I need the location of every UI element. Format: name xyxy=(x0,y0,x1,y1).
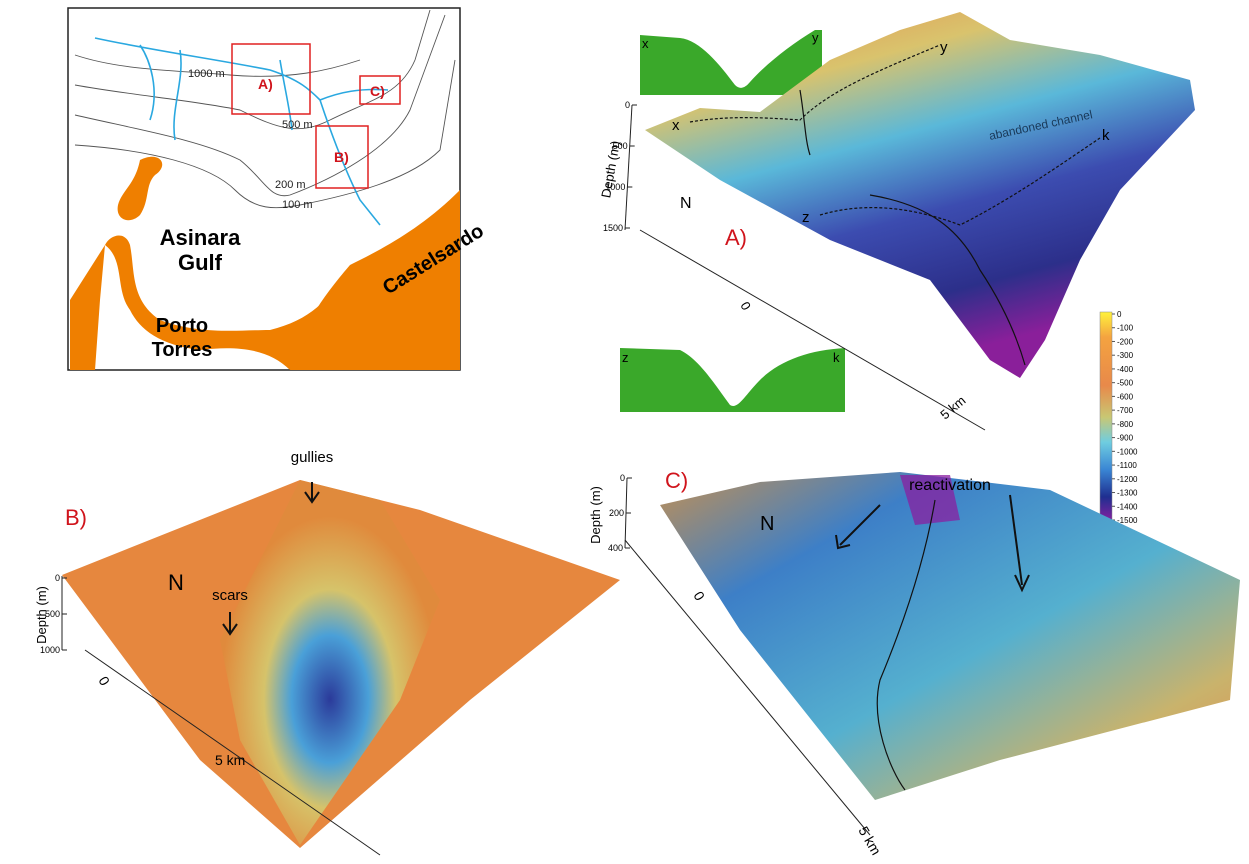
gulf-label: Gulf xyxy=(178,250,223,275)
box-label: A) xyxy=(258,76,273,92)
colorbar-label: -1100 xyxy=(1117,461,1137,470)
colorbar-label: -800 xyxy=(1117,420,1134,429)
profile-label: k xyxy=(833,350,840,365)
track-label: x xyxy=(672,117,680,134)
panel-c: reactivation C) Depth (m) N 0 5 km xyxy=(588,468,1240,858)
colorbar-label: -600 xyxy=(1117,392,1134,401)
colorbar-label: -400 xyxy=(1117,365,1134,374)
depth-tick-label: 1500 xyxy=(603,223,623,233)
track-label: y xyxy=(940,39,948,56)
colorbar-label: -500 xyxy=(1117,379,1134,388)
panel-b: gullies scars B) Depth (m) N 0 5 km xyxy=(34,449,620,855)
depth-tick-label: 0 xyxy=(620,473,625,483)
box-label: B) xyxy=(334,149,349,165)
profile-label: x xyxy=(642,36,649,51)
annotation: scars xyxy=(212,587,248,604)
box-label: C) xyxy=(370,83,385,99)
colorbar-label: -1300 xyxy=(1117,489,1138,498)
colorbar-ramp xyxy=(1100,312,1112,522)
north-arrow: N xyxy=(760,513,774,535)
depth-axis xyxy=(625,105,632,230)
depth-tick-label: 0 xyxy=(55,573,60,583)
depth-tick-label: 0 xyxy=(625,100,630,110)
x-tick-label: 0 xyxy=(690,589,708,604)
panel-label: A) xyxy=(725,225,747,250)
track-label: k xyxy=(1102,127,1110,144)
colorbar-label: -900 xyxy=(1117,434,1134,443)
profile-bottom xyxy=(620,348,845,412)
colorbar-label: -1400 xyxy=(1117,502,1138,511)
profile-label: z xyxy=(622,350,629,365)
colorbar-label: -1200 xyxy=(1117,475,1138,484)
depth-tick-label: 500 xyxy=(613,141,628,151)
contour-label: 1000 m xyxy=(188,68,225,80)
annotation: reactivation xyxy=(909,477,991,494)
terrain-a xyxy=(645,12,1195,378)
contour-label: 200 m xyxy=(275,179,306,191)
colorbar-label: -700 xyxy=(1117,406,1134,415)
north-arrow: N xyxy=(680,195,692,212)
depth-tick-label: 1000 xyxy=(605,182,625,192)
x-tick-label: 5 km xyxy=(215,752,245,768)
panel-label: C) xyxy=(665,468,688,493)
location-map: 1000 m 500 m 200 m 100 m A) B) C) Asinar… xyxy=(68,8,488,370)
gulf-label: Asinara xyxy=(160,225,241,250)
depth-tick-label: 400 xyxy=(608,543,623,553)
terrain-c xyxy=(660,472,1240,800)
colorbar-label: -1000 xyxy=(1117,447,1138,456)
panel-label: B) xyxy=(65,505,87,530)
colorbar-label: -200 xyxy=(1117,337,1134,346)
colorbar: 0 -100 -200 -300 -400 -500 -600 -700 -800 -900 -10… xyxy=(1100,310,1138,525)
depth-tick-label: 500 xyxy=(45,609,60,619)
x-tick-label: 0 xyxy=(737,299,754,313)
figure: 1000 m 500 m 200 m 100 m A) B) C) Asinar… xyxy=(0,0,1249,859)
x-tick-label: 0 xyxy=(95,674,113,689)
contour-label: 100 m xyxy=(282,199,313,211)
x-tick-label: 5 km xyxy=(855,824,884,858)
axis-title: Depth (m) xyxy=(588,486,603,544)
town-label: Torres xyxy=(152,339,213,361)
profile-top xyxy=(640,30,822,95)
depth-tick-label: 1000 xyxy=(40,645,60,655)
track-label: z xyxy=(802,209,810,226)
profile-label: y xyxy=(812,30,819,45)
north-arrow: N xyxy=(168,570,184,595)
colorbar-label: -100 xyxy=(1117,324,1134,333)
annotation: gullies xyxy=(291,449,334,466)
contour-label: 500 m xyxy=(282,119,313,131)
colorbar-label: -300 xyxy=(1117,351,1134,360)
colorbar-label: 0 xyxy=(1117,310,1122,319)
town-label: Porto xyxy=(156,315,208,337)
depth-tick-label: 200 xyxy=(609,508,624,518)
